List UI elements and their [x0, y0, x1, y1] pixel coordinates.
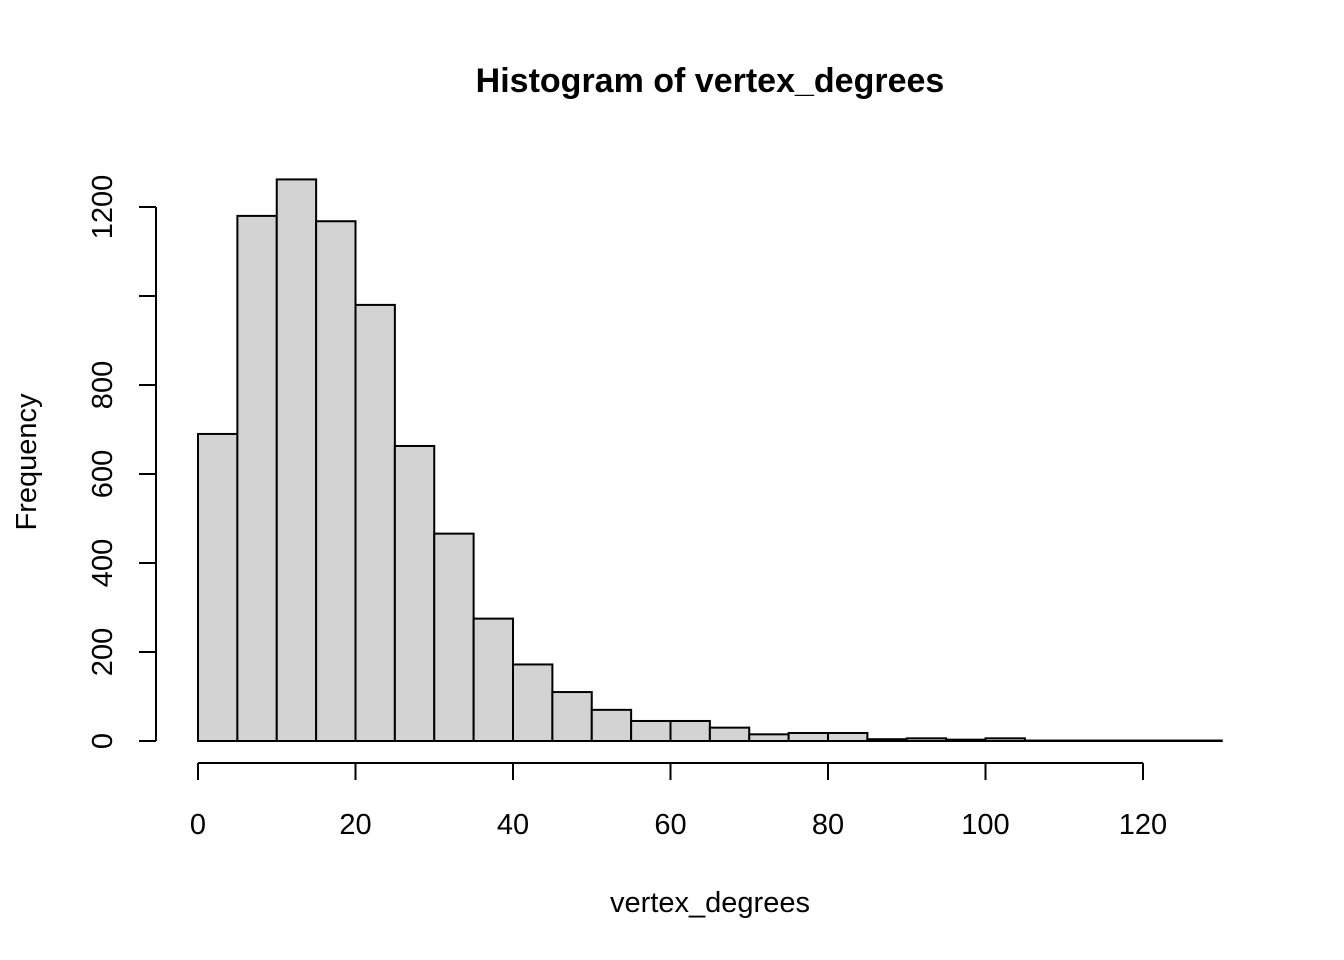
histogram-bar-12	[669, 719, 711, 742]
histogram-bar-2	[275, 178, 318, 743]
x-axis: 0 20 40 60 80 100 120	[190, 762, 1167, 841]
y-tick-label-1: 200	[87, 628, 119, 676]
histogram-bar-0	[197, 432, 239, 742]
histogram-bar-20	[984, 737, 1026, 743]
y-tick-label-3: 600	[87, 450, 119, 498]
y-tick-label-4: 800	[87, 361, 119, 409]
histogram-bar-6	[433, 532, 475, 742]
histogram-bar-19	[945, 738, 987, 742]
y-axis-label: Frequency	[11, 393, 43, 531]
histogram-bar-11	[630, 719, 672, 742]
x-tick-label-5: 100	[961, 809, 1009, 841]
x-tick-label-6: 120	[1119, 809, 1167, 841]
histogram-bars	[197, 178, 1223, 743]
y-tick-label-0: 0	[87, 733, 119, 749]
histogram-bar-5	[393, 444, 436, 742]
y-axis: 0 200 400 600 800 1200	[87, 175, 157, 749]
histogram-bar-3	[315, 220, 357, 743]
histogram-bar-13	[708, 726, 751, 743]
histogram-bar-7	[472, 617, 514, 742]
x-tick-label-1: 20	[339, 809, 371, 841]
chart-title: Histogram of vertex_degrees	[476, 62, 945, 100]
y-tick-label-2: 400	[87, 539, 119, 587]
histogram-bar-10	[590, 708, 633, 742]
histogram-bar-1	[236, 214, 278, 742]
histogram-bar-8	[512, 663, 554, 743]
histogram-bar-14	[748, 733, 790, 743]
y-tick-label-6: 1200	[87, 175, 119, 240]
x-tick-label-4: 80	[812, 809, 844, 841]
histogram-bar-15	[787, 731, 829, 742]
histogram-bar-9	[551, 691, 593, 742]
x-axis-label: vertex_degrees	[610, 887, 810, 919]
x-tick-label-2: 40	[497, 809, 529, 841]
histogram-bar-4	[354, 303, 396, 742]
histogram-bar-18	[905, 737, 948, 743]
x-tick-label-0: 0	[190, 809, 206, 841]
histogram-bar-17	[866, 738, 908, 742]
x-tick-label-3: 60	[654, 809, 686, 841]
histogram-bar-16	[827, 731, 869, 742]
